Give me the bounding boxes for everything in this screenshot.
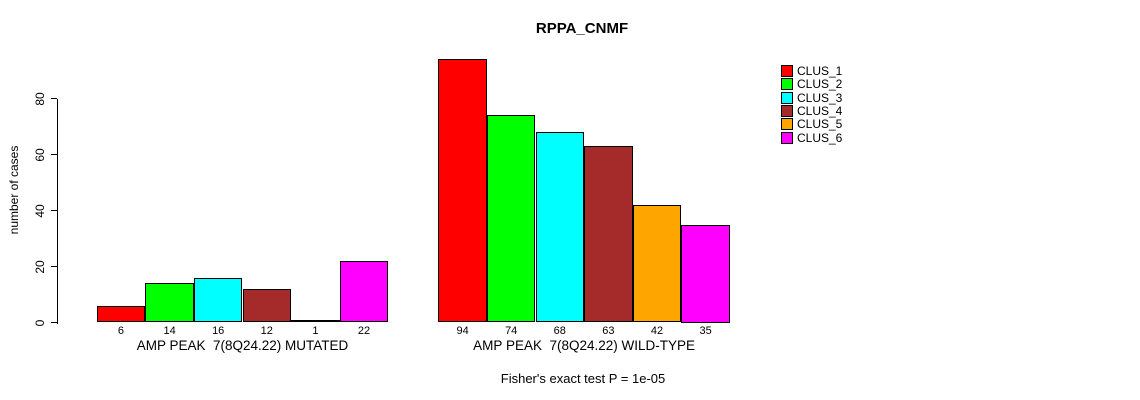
bar-clus_4 [242,288,292,323]
bar-value-label: 35 [699,325,712,337]
bar-clus_5 [291,319,340,323]
bar-clus_2 [145,283,194,323]
bar-value-label: 94 [456,325,469,337]
y-tick-mark [51,154,57,155]
y-tick-label: 80 [33,91,47,106]
legend-item: CLUS_6 [781,130,843,145]
y-tick-label: 20 [33,259,47,274]
y-tick-mark [51,266,57,267]
y-axis-line [57,98,58,324]
bar-value-label: 68 [553,325,566,337]
y-tick-mark [51,322,57,323]
bar-value-label: 6 [117,325,125,337]
y-tick-label: 0 [33,319,47,326]
bar-value-label: 63 [602,325,615,337]
group-label: AMP PEAK 7(8Q24.22) WILD-TYPE [473,338,696,353]
chart-title: RPPA_CNMF [535,20,629,37]
fisher-test-annotation: Fisher's exact test P = 1e-05 [500,371,666,386]
bar-value-label: 16 [212,325,225,337]
legend-item: CLUS_1 [781,65,842,77]
y-tick-mark [51,98,57,99]
legend-swatch-clus_1 [781,65,793,77]
y-tick-label: 60 [33,147,47,162]
legend-item: CLUS_5 [781,117,843,132]
bar-value-label: 1 [312,325,319,337]
legend-swatch-clus_2 [781,78,793,91]
legend-label: CLUS_1 [797,64,843,78]
bar-clus_3 [193,277,243,323]
legend-swatch-clus_6 [781,131,793,144]
bar-value-label: 12 [260,325,273,337]
bar-clus_6 [681,224,730,323]
bar-value-label: 42 [650,325,664,337]
bar-clus_5 [632,204,682,323]
group-label: AMP PEAK 7(8Q24.22) MUTATED [136,338,349,353]
bar-value-label: 14 [163,325,176,337]
legend-swatch-clus_5 [781,118,793,131]
legend-item: CLUS_4 [781,104,843,119]
bar-clus_1 [96,305,146,323]
bar-value-label: 74 [505,325,518,337]
bar-clus_6 [339,260,389,323]
bar-clus_2 [486,115,536,323]
legend-swatch-clus_3 [781,91,793,104]
y-axis-label: number of cases [7,145,21,235]
legend-item: CLUS_3 [781,90,843,105]
legend-label: CLUS_4 [797,104,843,119]
bar-clus_3 [535,132,585,323]
bar-clus_1 [438,59,487,323]
y-tick-label: 40 [33,203,47,218]
legend-label: CLUS_6 [797,130,843,145]
bar-clus_4 [584,146,633,323]
bar-value-label: 22 [357,325,371,337]
legend-item: CLUS_2 [781,77,843,92]
legend-label: CLUS_5 [797,117,843,132]
legend-label: CLUS_3 [797,90,843,105]
legend-swatch-clus_4 [781,105,793,118]
y-tick-mark [51,210,57,211]
legend-label: CLUS_2 [797,77,843,92]
